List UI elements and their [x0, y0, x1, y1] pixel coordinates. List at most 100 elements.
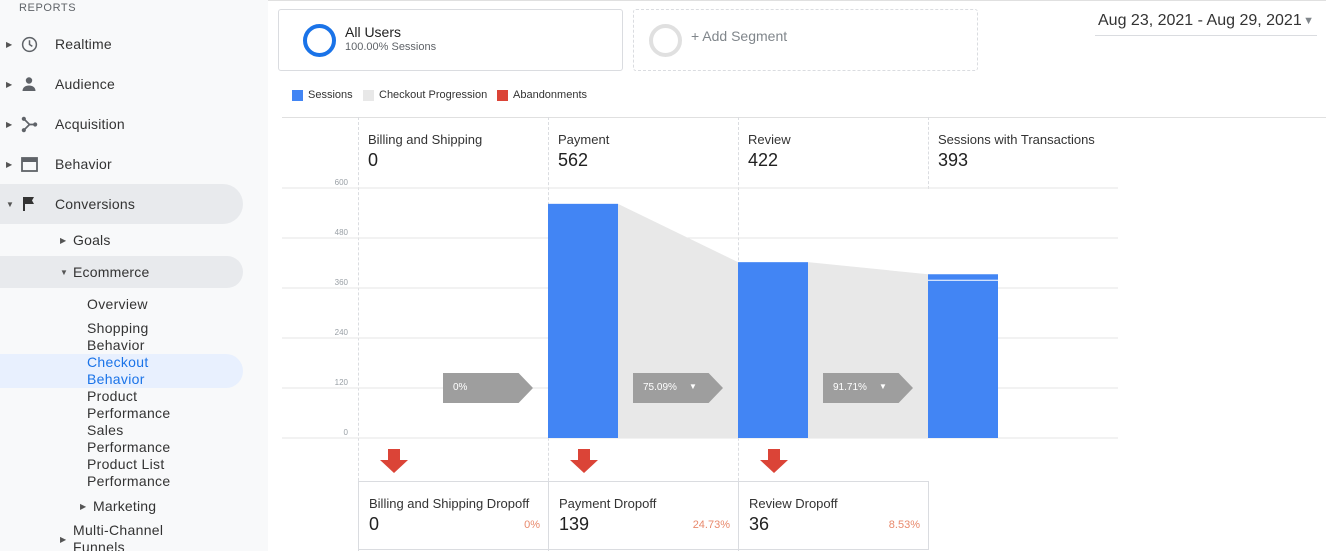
dropoff-review[interactable]: Review Dropoff 36 8.53% [738, 481, 929, 550]
sidebar-item-label: Performance [87, 439, 171, 455]
sidebar-item-goals[interactable]: ▶ Goals [0, 224, 243, 256]
step-value: 422 [748, 150, 779, 170]
column-divider [928, 117, 929, 189]
progression-rate-arrow: 0% [443, 373, 533, 403]
caret-right-icon: ▶ [6, 119, 13, 129]
sidebar-item-label: Product List [87, 456, 165, 472]
dropoff-name: Review Dropoff [749, 496, 838, 511]
dropoff-payment[interactable]: Payment Dropoff 139 24.73% [548, 481, 738, 550]
sidebar-item-label: Goals [73, 232, 111, 248]
sidebar-item-multi-channel-funnels[interactable]: ▶ Multi-Channel Funnels [60, 522, 223, 551]
step-name: Payment [558, 132, 610, 147]
date-range-label: Aug 23, 2021 - Aug 29, 2021 [1098, 12, 1302, 29]
step-name: Sessions with Transactions [938, 132, 1095, 147]
sidebar-item-shopping-behavior[interactable]: Shopping Behavior [87, 320, 237, 354]
abandonment-arrow-icon [570, 449, 598, 473]
step-review: Review 422 [738, 117, 928, 189]
selected-item-highlight [0, 354, 243, 388]
sidebar-item-label: Checkout [87, 354, 149, 370]
add-segment-button[interactable]: + Add Segment [633, 9, 978, 71]
dropoff-name: Billing and Shipping Dropoff [369, 496, 530, 511]
sidebar-item-label: Behavior [87, 371, 145, 387]
column-divider [358, 117, 359, 551]
sessions-bar [738, 262, 808, 438]
step-sessions-with-transactions: Sessions with Transactions 393 [928, 117, 1118, 189]
progression-rate: 91.71% [833, 382, 867, 393]
empty-segment-ring-icon [649, 24, 682, 57]
caret-down-icon: ▼ [6, 199, 15, 209]
sessions-bar [928, 274, 998, 438]
dropoff-name: Payment Dropoff [559, 496, 657, 511]
caret-right-icon: ▶ [80, 501, 87, 511]
sidebar-item-label: Conversions [55, 196, 136, 212]
abandonment-arrow-icon [380, 449, 408, 473]
caret-down-icon: ▼ [689, 382, 697, 391]
step-value: 393 [938, 150, 969, 170]
branch-icon [20, 115, 38, 133]
legend-checkout-progression: Checkout Progression [363, 88, 487, 102]
sidebar-item-acquisition[interactable]: ▶ Acquisition [0, 104, 243, 144]
step-value: 0 [368, 150, 379, 170]
legend-abandonments: Abandonments [497, 88, 587, 102]
checkout-progression-area [808, 262, 928, 438]
sidebar-item-product-performance[interactable]: Product Performance [87, 388, 237, 422]
progression-rate-arrow[interactable]: 91.71% ▼ [823, 373, 913, 403]
caret-right-icon: ▶ [60, 235, 67, 245]
sidebar-item-overview[interactable]: Overview [87, 296, 237, 313]
sidebar-item-sales-performance[interactable]: Sales Performance [87, 422, 237, 456]
caret-right-icon: ▶ [6, 79, 13, 89]
sidebar-item-product-list-performance[interactable]: Product List Performance [87, 456, 237, 490]
sidebar-item-behavior[interactable]: ▶ Behavior [0, 144, 243, 184]
sidebar-item-audience[interactable]: ▶ Audience [0, 64, 243, 104]
dropoff-value: 0 [369, 514, 380, 534]
top-divider [268, 0, 1326, 3]
flag-icon [20, 195, 38, 213]
sidebar-item-checkout-behavior[interactable]: Checkout Behavior [87, 354, 237, 388]
dropoff-billing-and-shipping[interactable]: Billing and Shipping Dropoff 0 0% [358, 481, 548, 550]
person-icon [20, 75, 38, 93]
segment-all-users[interactable]: All Users 100.00% Sessions [278, 9, 623, 71]
step-payment: Payment 562 [548, 117, 738, 189]
legend-label: Checkout Progression [379, 89, 488, 101]
legend-sessions: Sessions [292, 88, 353, 102]
y-tick-label: 600 [334, 178, 348, 187]
segment-subtitle: 100.00% Sessions [345, 41, 437, 53]
caret-down-icon: ▼ [60, 267, 69, 277]
sidebar-nav: REPORTS ▶ Realtime ▶ Audience ▶ Acquisit… [0, 0, 268, 551]
segment-title: All Users [345, 24, 402, 40]
progression-rate-arrow[interactable]: 75.09% ▼ [633, 373, 723, 403]
step-value: 562 [558, 150, 589, 170]
sidebar-item-label: Sales [87, 422, 124, 438]
date-range-picker[interactable]: Aug 23, 2021 - Aug 29, 2021 ▼ [1095, 12, 1317, 36]
legend-label: Sessions [308, 89, 353, 101]
legend-swatch [292, 89, 303, 101]
y-tick-label: 120 [334, 378, 348, 387]
caret-right-icon: ▶ [6, 39, 13, 49]
legend-swatch [363, 89, 374, 101]
sidebar-item-label: Multi-Channel [73, 522, 164, 538]
chart-top-rule [282, 117, 1326, 118]
progression-rate: 75.09% [643, 382, 677, 393]
sidebar-item-conversions[interactable]: ▼ Conversions [0, 184, 243, 224]
clock-icon [20, 35, 38, 53]
caret-down-icon: ▼ [879, 382, 887, 391]
caret-right-icon: ▶ [6, 159, 13, 169]
abandonment-arrow-icon [760, 449, 788, 473]
caret-right-icon: ▶ [60, 535, 67, 544]
sidebar-item-label: Funnels [73, 539, 125, 551]
sidebar-item-realtime[interactable]: ▶ Realtime [0, 24, 243, 64]
legend-swatch [497, 89, 508, 101]
sidebar-item-label: Ecommerce [73, 264, 150, 280]
sidebar-item-marketing[interactable]: ▶ Marketing [0, 490, 243, 522]
sidebar-item-label: Overview [87, 296, 148, 312]
sidebar-item-label: Behavior [87, 337, 145, 353]
add-segment-label: + Add Segment [691, 28, 788, 44]
legend-label: Abandonments [513, 89, 587, 101]
y-tick-label: 0 [343, 428, 348, 437]
y-tick-label: 360 [334, 278, 348, 287]
dropdown-arrow-icon: ▼ [1303, 15, 1314, 27]
y-tick-label: 480 [334, 228, 348, 237]
sidebar-item-ecommerce[interactable]: ▼ Ecommerce [0, 256, 243, 288]
browser-window-icon [20, 155, 38, 173]
